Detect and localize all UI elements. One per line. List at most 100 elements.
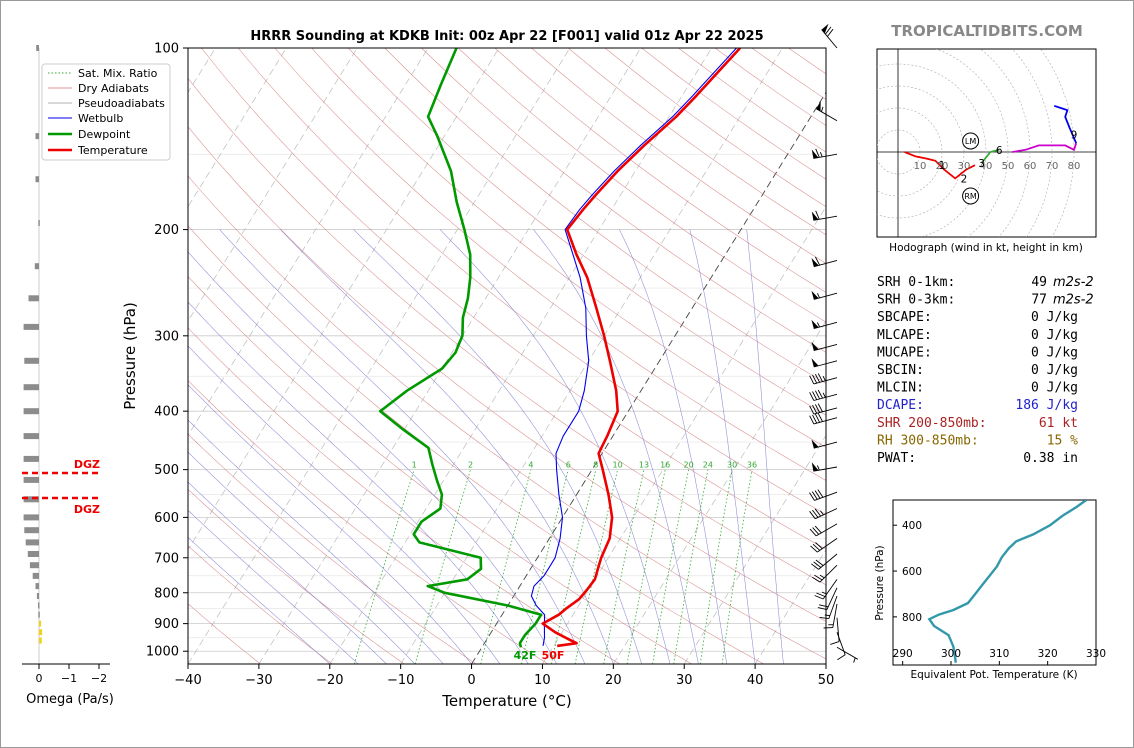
index-value: 49: [1031, 275, 1047, 290]
barb-half: [816, 322, 821, 328]
omega-bar: [35, 133, 39, 140]
x-tick-label: −10: [387, 673, 414, 688]
wind-barb: [814, 579, 838, 600]
y-axis-label: Pressure (hPa): [121, 302, 139, 410]
barb-full: [815, 559, 824, 566]
index-label: SRH 0-3km:: [877, 293, 955, 308]
barb-staff: [819, 564, 838, 583]
skewt-profiles: [378, 48, 742, 648]
chart-title: HRRR Sounding at KDKB Init: 00z Apr 22 […: [250, 29, 763, 44]
omega-bars: [23, 45, 43, 644]
theta-x-tick-label: 330: [1086, 648, 1106, 660]
hodograph-segment: [1053, 104, 1078, 144]
skewt-frame: [187, 47, 827, 665]
barb-flag: [811, 341, 819, 351]
pseudoadiabat-line: [689, 229, 756, 664]
y-tick-label: 500: [154, 463, 179, 478]
pseudoadiabat-line: [188, 536, 330, 664]
omega-tick-label: 0: [36, 672, 43, 685]
barb-full: [817, 403, 823, 413]
hodograph-labels: 10 20 30 40 50 60 70 80 1 236 9 LM RM: [914, 129, 1080, 205]
omega-bar: [29, 562, 39, 569]
pseudoadiabat-line: [353, 229, 642, 664]
theta-y-tick-label: 800: [902, 612, 922, 624]
barb-staff: [813, 215, 838, 221]
theta-e-y-label: Pressure (hPa): [874, 545, 886, 620]
index-label: SRH 0-1km:: [877, 275, 955, 290]
barb-flag: [811, 211, 819, 221]
barb-full: [817, 373, 823, 382]
omega-bar: [23, 514, 39, 521]
hodograph-ring: [980, 49, 1031, 237]
omega-bar: [27, 551, 39, 557]
hodograph-height-label: 2: [961, 173, 968, 185]
mixing-ratio-label: 16: [660, 461, 670, 470]
dry-adiabat-line: [201, 48, 826, 550]
barb-full: [830, 641, 840, 645]
watermark: TROPICALTIDBITS.COM: [891, 22, 1083, 40]
mixing-ratio-line: [652, 469, 689, 664]
barb-staff: [813, 321, 838, 330]
wind-barb: [836, 646, 859, 663]
barb-full: [812, 374, 818, 384]
hodograph-ring-label: 10: [914, 161, 927, 172]
storm-motion-label: RM: [964, 192, 977, 201]
dry-adiabat-line: [384, 48, 826, 384]
wind-barb: [819, 595, 838, 620]
barb-full: [812, 543, 821, 551]
hodograph-height-label: 1: [939, 160, 946, 172]
skewt-chart: 1 2 4 6 8 10 13 16 20 24 30 36 −40 −30 −20 −10 0 10 20 30 4…: [41, 23, 859, 710]
barb-full: [809, 405, 815, 415]
barb-full: [809, 375, 815, 385]
barb-full: [812, 576, 821, 583]
barb-half: [819, 151, 823, 157]
barb-full: [813, 561, 822, 568]
index-label: SBCAPE:: [877, 310, 932, 325]
omega-bar: [38, 220, 40, 226]
barb-full: [815, 542, 823, 550]
omega-bar: [23, 408, 39, 415]
storm-motion-marker: [962, 132, 980, 150]
wind-barb: [811, 290, 838, 300]
barb-staff: [821, 29, 838, 49]
mixing-ratio-labels: 1 2 4 6 8 10 13 16 20 24 30 36: [412, 461, 757, 470]
dry-adiabat-line: [188, 603, 261, 664]
barb-half: [822, 392, 826, 398]
mixing-ratio-label: 13: [639, 461, 649, 470]
dry-adiabat-line: [188, 225, 764, 664]
hodograph-ring-label: 50: [1002, 161, 1015, 172]
index-label: PWAT:: [877, 451, 916, 466]
surface-temperature-label: 50F: [542, 649, 565, 662]
mixing-ratio-label: 6: [566, 461, 571, 470]
hodograph-frame: [876, 48, 1097, 238]
index-value: 186 J/kg: [1015, 398, 1078, 413]
hodograph-ring: [1040, 49, 1075, 237]
barb-staff: [828, 595, 838, 619]
wind-barb: [817, 587, 838, 611]
barb-half: [819, 574, 825, 579]
y-tick-label: 600: [154, 511, 179, 526]
wind-barb: [823, 603, 838, 629]
barb-full: [810, 545, 818, 553]
barb-full: [811, 563, 819, 570]
mixing-ratio-line: [626, 469, 666, 664]
mixing-ratio-label: 24: [703, 461, 713, 470]
index-value: 61 kt: [1039, 416, 1078, 431]
wind-barb: [811, 358, 838, 368]
omega-tick-label: −2: [91, 672, 107, 685]
theta-e-line: [927, 500, 1088, 663]
legend-box: [41, 63, 171, 161]
mixing-ratio-line: [699, 469, 733, 664]
wind-barb: [812, 564, 838, 583]
barb-full: [815, 404, 820, 413]
mixing-ratio-line: [721, 469, 753, 664]
barb-staff: [817, 537, 838, 553]
barb-full: [814, 525, 822, 534]
omega-bar: [32, 572, 39, 579]
skewt-x-axis: −40 −30 −20 −10 0 10 20 30 40 50: [174, 664, 834, 688]
barb-full: [825, 26, 832, 35]
hodograph-ring: [877, 107, 943, 197]
barb-flag: [816, 100, 821, 112]
omega-bar: [35, 176, 39, 183]
